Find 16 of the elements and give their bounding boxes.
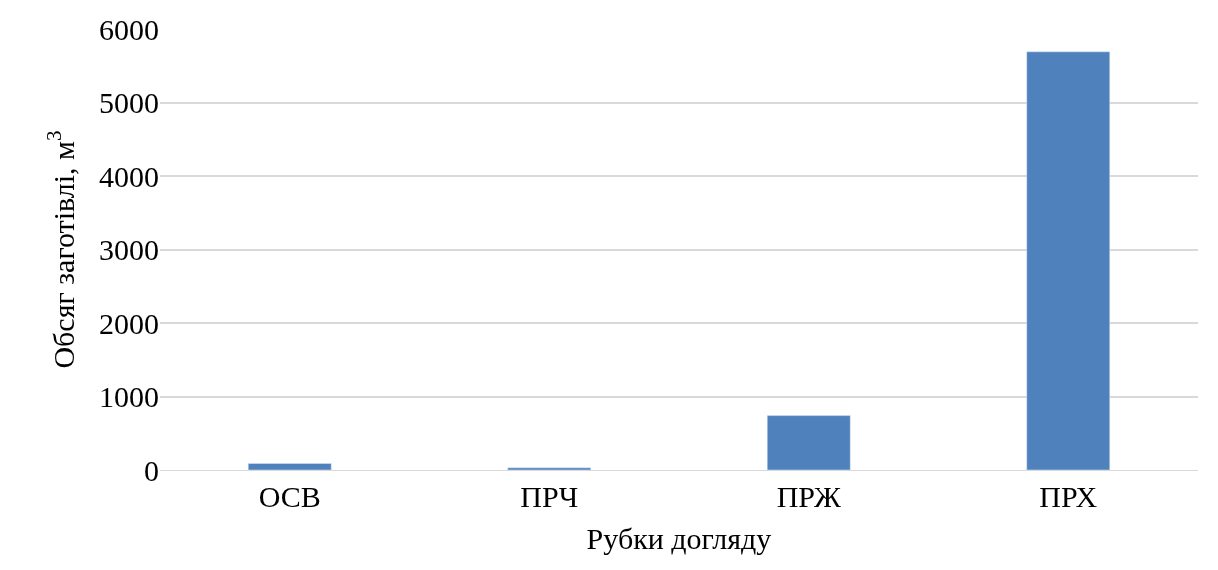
- bar: [1026, 51, 1111, 470]
- y-tick-label: 5000: [99, 86, 159, 119]
- y-tick-label: 2000: [99, 306, 159, 340]
- y-tick-label: 1000: [99, 380, 159, 413]
- y-tick-label: 6000: [99, 12, 159, 46]
- x-tick-label: ПРХ: [1039, 480, 1098, 513]
- bar: [507, 467, 592, 470]
- x-tick-label: ОСВ: [258, 480, 321, 513]
- x-tick-label: ПРЖ: [776, 480, 841, 513]
- y-tick-label: 0: [144, 453, 159, 487]
- x-tick-label: ПРЧ: [520, 480, 579, 513]
- x-axis-title: Рубки догляду: [586, 521, 772, 555]
- bar: [247, 463, 332, 470]
- bar: [766, 415, 851, 470]
- y-tick-label: 3000: [99, 233, 159, 266]
- y-tick-label: 4000: [99, 159, 159, 193]
